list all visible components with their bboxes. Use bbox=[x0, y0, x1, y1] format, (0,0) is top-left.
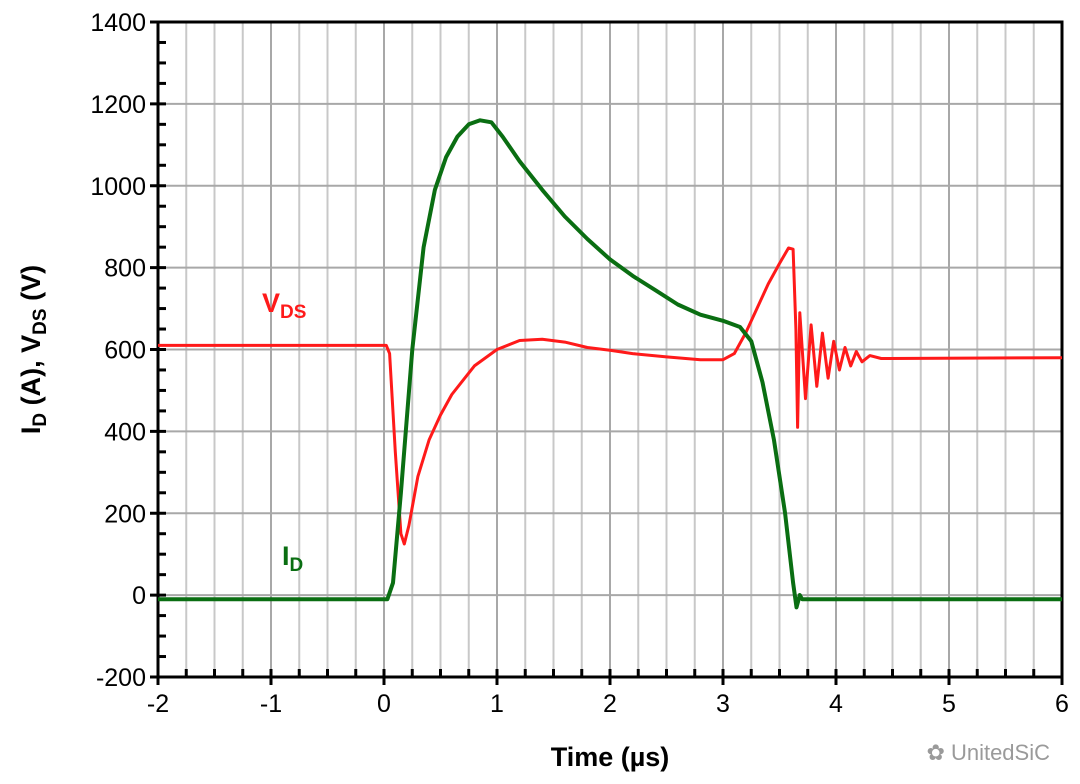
wechat-icon: ✿ bbox=[926, 740, 945, 765]
series-line-vds bbox=[158, 246, 1063, 546]
y-tick-label: 1200 bbox=[90, 91, 146, 119]
watermark: ✿ UnitedSiC bbox=[927, 740, 1050, 766]
y-tick-label: 0 bbox=[132, 582, 146, 610]
x-tick-label: -2 bbox=[147, 690, 169, 718]
y-tick-label: 400 bbox=[104, 418, 146, 446]
y-tick-label: 1400 bbox=[90, 9, 146, 37]
x-tick-label: 2 bbox=[603, 690, 617, 718]
watermark-text: UnitedSiC bbox=[950, 740, 1050, 765]
x-tick-label: 4 bbox=[829, 690, 843, 718]
x-axis-label: Time (µs) bbox=[551, 742, 670, 772]
y-axis-label: ID (A), VDS (V) bbox=[16, 265, 51, 434]
series-line-id bbox=[158, 118, 1062, 610]
y-tick-label: -200 bbox=[96, 664, 146, 692]
y-tick-label: 200 bbox=[104, 500, 146, 528]
series-label-vds: VDS bbox=[262, 288, 306, 323]
x-tick-label: 1 bbox=[490, 690, 504, 718]
series-label-id: ID bbox=[282, 541, 303, 576]
x-tick-label: 5 bbox=[942, 690, 956, 718]
y-tick-label: 1000 bbox=[90, 173, 146, 201]
y-tick-label: 600 bbox=[104, 337, 146, 365]
plot-frame bbox=[156, 20, 1064, 679]
y-tick-label: 800 bbox=[104, 255, 146, 283]
x-tick-label: 3 bbox=[716, 690, 730, 718]
x-tick-label: -1 bbox=[260, 690, 282, 718]
x-tick-label: 0 bbox=[377, 690, 391, 718]
x-tick-label: 6 bbox=[1055, 690, 1069, 718]
